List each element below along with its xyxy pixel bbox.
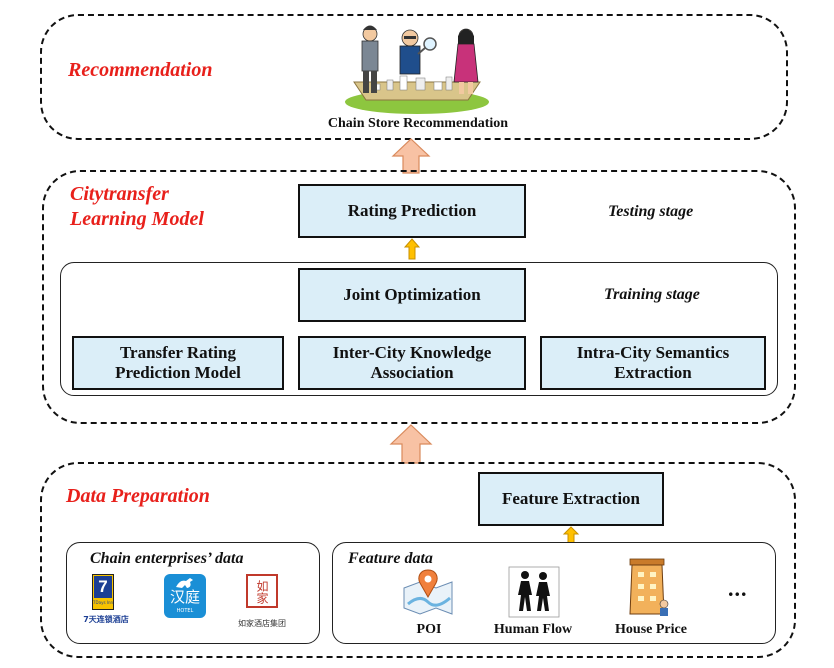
seven-days-logo: 7 7Days Inn bbox=[92, 574, 114, 610]
human-flow-label: Human Flow bbox=[493, 622, 573, 637]
house-price-label: House Price bbox=[615, 622, 687, 637]
recommendation-title: Recommendation bbox=[68, 59, 213, 81]
house-price-icon bbox=[629, 558, 669, 616]
seven-days-caption: 7天连锁酒店 bbox=[83, 615, 129, 624]
map-pin-icon bbox=[403, 569, 453, 615]
up-arrow-icon bbox=[391, 138, 431, 174]
data-preparation-title: Data Preparation bbox=[66, 485, 210, 507]
rating-prediction-box: Rating Prediction bbox=[298, 184, 526, 238]
chain-store-recommendation-caption: Chain Store Recommendation bbox=[327, 116, 509, 131]
rujia-caption: 如家酒店集团 bbox=[238, 619, 286, 628]
poi-label: POI bbox=[416, 622, 442, 637]
recommendation-section bbox=[40, 14, 788, 140]
hanting-text: 汉庭 bbox=[169, 588, 200, 606]
citytransfer-title-line2: Learning Model bbox=[70, 208, 204, 230]
rating-prediction-label: Rating Prediction bbox=[347, 201, 477, 220]
transfer-rating-label-line1: Transfer Rating bbox=[119, 343, 236, 362]
testing-stage-label: Testing stage bbox=[608, 203, 694, 220]
walking-people-icon bbox=[508, 566, 560, 618]
feature-data-title: Feature data bbox=[348, 550, 433, 567]
transfer-rating-label-line2: Prediction Model bbox=[115, 363, 241, 382]
citytransfer-title-line1: Citytransfer bbox=[70, 183, 169, 205]
rujia-logo: 如家 bbox=[246, 574, 278, 608]
transfer-rating-box: Transfer Rating Prediction Model bbox=[72, 336, 284, 390]
intra-city-box: Intra-City Semantics Extraction bbox=[540, 336, 766, 390]
rujia-text: 如家 bbox=[255, 580, 269, 604]
citytransfer-model-section bbox=[42, 170, 796, 424]
feature-extraction-label: Feature Extraction bbox=[501, 489, 640, 508]
joint-optimization-label: Joint Optimization bbox=[343, 285, 481, 304]
inter-city-label-line2: Association bbox=[370, 363, 454, 382]
up-arrow-icon bbox=[389, 424, 433, 464]
more-features-ellipsis: ... bbox=[728, 576, 748, 601]
hanting-logo: 汉庭 HOTEL bbox=[164, 574, 206, 618]
seven-days-sub: 7Days Inn bbox=[93, 600, 113, 605]
joint-optimization-box: Joint Optimization bbox=[298, 268, 526, 322]
intra-city-label-line1: Intra-City Semantics bbox=[576, 343, 730, 362]
chain-store-recommendation-illustration bbox=[345, 25, 489, 114]
intra-city-label-line2: Extraction bbox=[614, 363, 692, 382]
data-preparation-section bbox=[40, 462, 796, 658]
chain-enterprises-title: Chain enterprises’ data bbox=[90, 550, 244, 567]
feature-extraction-box: Feature Extraction bbox=[478, 472, 664, 526]
hanting-sub: HOTEL bbox=[176, 608, 194, 614]
inter-city-box: Inter-City Knowledge Association bbox=[298, 336, 526, 390]
small-up-arrow-icon bbox=[403, 238, 421, 260]
horse-icon bbox=[176, 578, 193, 588]
training-stage-label: Training stage bbox=[604, 286, 700, 303]
inter-city-label-line1: Inter-City Knowledge bbox=[332, 343, 492, 362]
seven-days-number: 7 bbox=[94, 576, 112, 598]
